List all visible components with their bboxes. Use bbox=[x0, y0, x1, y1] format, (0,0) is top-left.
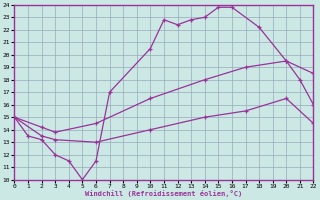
X-axis label: Windchill (Refroidissement éolien,°C): Windchill (Refroidissement éolien,°C) bbox=[85, 190, 243, 197]
